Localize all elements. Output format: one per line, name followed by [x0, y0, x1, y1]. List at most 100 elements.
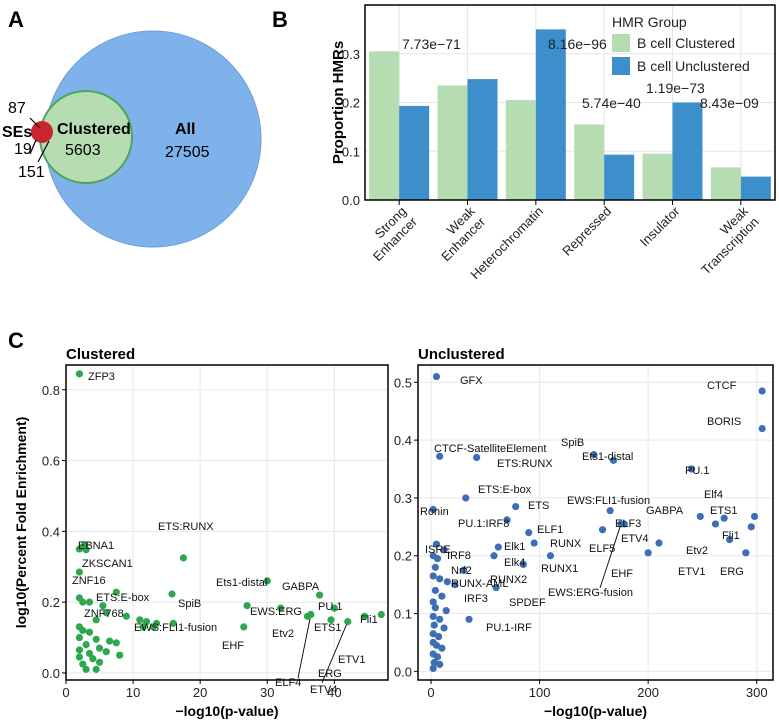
scatter-point — [432, 540, 441, 548]
scatter-point-label: EWS:ERG-fusion — [548, 587, 633, 599]
scatter-point — [315, 591, 324, 599]
scatter-point — [758, 424, 766, 433]
scatter-point-label: EWS:ERG — [250, 606, 302, 618]
bar-legend-swatch — [612, 57, 630, 75]
scatter-point — [512, 503, 520, 511]
bar-xtick-label: Insulator — [637, 203, 683, 249]
scatter-point-label: CTCF — [707, 380, 737, 392]
scatter-point — [431, 563, 439, 571]
bar-pvalue-label: 1.19e−73 — [646, 80, 705, 96]
scatter-point — [440, 624, 448, 632]
bar-pvalue-label: 8.16e−96 — [548, 36, 607, 52]
scatter-point — [95, 658, 104, 666]
scatter-point-label: ELF3 — [615, 518, 641, 530]
scatter-point — [344, 618, 352, 626]
scatter-ytick-label: 0.2 — [394, 549, 412, 564]
scatter-point — [655, 539, 663, 547]
scatter-point-label: ZFP3 — [88, 371, 115, 383]
scatter-point — [687, 465, 696, 473]
bar-legend-label: B cell Clustered — [637, 35, 735, 51]
scatter-point — [79, 626, 87, 635]
scatter-clustered: Clustered 0 10 20 30 40 0.0 0.2 0.4 0.6 0.8 ZFP3 EBN… — [13, 346, 389, 719]
scatter-point-label: Fli1 — [360, 614, 378, 626]
scatter-ytick-label: 0.1 — [394, 607, 412, 622]
panel-a-label: A — [8, 7, 24, 32]
scatter-point-label: Etv2 — [272, 628, 294, 640]
scatter-label-leader — [321, 621, 349, 684]
bar-legend-swatch — [612, 34, 630, 52]
scatter-point — [112, 639, 120, 647]
scatter-point-label: SPDEF — [509, 597, 546, 609]
scatter-point — [360, 612, 369, 620]
scatter-point — [494, 543, 502, 551]
scatter-point — [644, 549, 652, 557]
bar-chart: 0.0 0.1 0.2 0.3 StrongEnhancer WeakEnhancerHe… — [330, 4, 776, 282]
scatter-point-label: RUNX-AML — [451, 578, 508, 590]
scatter-point-label: RUNX — [550, 538, 582, 550]
scatter-point-label: ETS:RUNX — [158, 521, 214, 533]
scatter-point — [433, 555, 442, 563]
scatter-point — [525, 529, 533, 537]
scatter-point — [430, 659, 438, 667]
scatter-point — [725, 535, 734, 544]
scatter-point — [436, 660, 444, 668]
scatter-point-label: EHF — [222, 640, 244, 652]
bar-ytick-label: 0.2 — [342, 96, 360, 111]
scatter-point — [758, 387, 766, 395]
venn-ses-count-mid: 19 — [14, 141, 32, 158]
bar-legend-label: B cell Unclustered — [637, 58, 750, 74]
bar-unclustered — [535, 29, 566, 200]
scatter-point-label: BORIS — [707, 416, 741, 428]
panel-c-label: C — [8, 328, 24, 353]
scatter-point — [429, 598, 437, 606]
scatter-ytick-label: 0.0 — [42, 666, 60, 681]
scatter-point — [465, 615, 473, 623]
scatter-point — [462, 494, 470, 502]
venn-pointer-mid — [29, 139, 37, 155]
scatter-point-label: Fli1 — [722, 530, 740, 542]
scatter-label-leader — [599, 523, 622, 589]
scatter-point — [139, 623, 147, 631]
scatter-ylabel: log10(Percent Fold Enrichment) — [13, 417, 29, 629]
scatter-point-label: ETS:E-box — [478, 484, 532, 496]
scatter-title: Clustered — [66, 346, 135, 363]
scatter-point — [85, 628, 94, 636]
scatter-point-label: EHF — [611, 568, 633, 580]
scatter-point-label: Ronin — [420, 506, 449, 518]
scatter-point — [431, 604, 439, 612]
scatter-ytick-label: 0.6 — [42, 454, 60, 469]
scatter-point-label: ETV4 — [621, 533, 649, 545]
bar-xtick-label: StrongEnhancer — [359, 203, 420, 264]
bar-xtick-label: WeakTranscription — [688, 203, 762, 277]
scatter-point-label: ETV4 — [310, 684, 338, 696]
scatter-point — [436, 452, 444, 460]
scatter-point — [443, 578, 451, 586]
scatter-point — [75, 568, 84, 576]
bar-clustered — [505, 100, 536, 200]
scatter-ytick-label: 0.4 — [42, 524, 60, 539]
bar-unclustered — [604, 154, 635, 200]
scatter-point — [436, 615, 444, 623]
scatter-point — [75, 633, 84, 642]
scatter-point-label: GFX — [460, 375, 483, 387]
scatter-point-label: ETS — [528, 500, 549, 512]
scatter-ytick-label: 0.4 — [394, 433, 412, 448]
venn-diagram: 87 SEs 19 151 Clustered 5603 All 27505 — [2, 30, 262, 248]
scatter-point-label: RUNX1 — [541, 563, 578, 575]
bar-unclustered — [399, 105, 430, 200]
scatter-point — [429, 612, 437, 621]
scatter-ytick-label: 0.5 — [394, 375, 412, 390]
scatter-point — [750, 512, 759, 521]
scatter-point — [432, 641, 441, 649]
scatter-point — [92, 635, 100, 643]
scatter-point — [99, 602, 107, 610]
scatter-point — [430, 621, 438, 629]
scatter-point — [112, 588, 120, 596]
scatter-point — [598, 526, 607, 534]
scatter-point-label: SpiB — [561, 437, 584, 449]
scatter-ytick-label: 0.0 — [394, 664, 412, 679]
venn-clustered-count: 5603 — [65, 142, 101, 159]
scatter-xtick-label: 0 — [427, 685, 434, 700]
scatter-point — [429, 664, 437, 673]
scatter-point-label: ETV1 — [338, 654, 366, 666]
